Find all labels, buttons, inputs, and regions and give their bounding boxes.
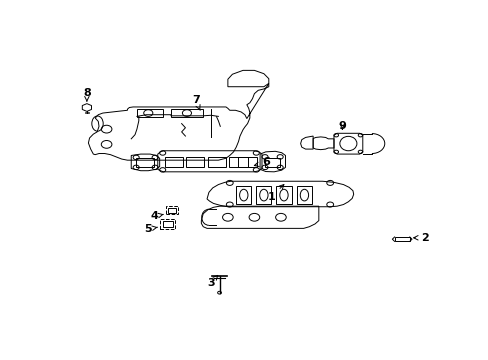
Bar [136, 158, 154, 167]
Bar [160, 219, 175, 229]
Text: 8: 8 [83, 88, 91, 101]
Bar [164, 157, 183, 167]
Bar [163, 221, 172, 227]
Text: 1: 1 [267, 185, 284, 202]
Text: 9: 9 [338, 121, 346, 131]
Bar [207, 157, 225, 167]
Bar [168, 208, 176, 213]
Bar [229, 157, 247, 167]
Text: 3: 3 [206, 275, 217, 288]
Text: 6: 6 [254, 157, 269, 167]
Text: 7: 7 [191, 95, 200, 111]
Text: 2: 2 [413, 233, 428, 243]
Bar [186, 157, 204, 167]
Bar [256, 186, 271, 204]
Bar [264, 158, 280, 167]
Bar [236, 186, 251, 204]
Text: 5: 5 [144, 224, 157, 234]
Text: 4: 4 [150, 211, 163, 221]
Bar [276, 186, 291, 204]
Bar [238, 157, 256, 167]
Bar [296, 186, 311, 204]
Bar [394, 237, 409, 242]
Bar [166, 207, 178, 214]
